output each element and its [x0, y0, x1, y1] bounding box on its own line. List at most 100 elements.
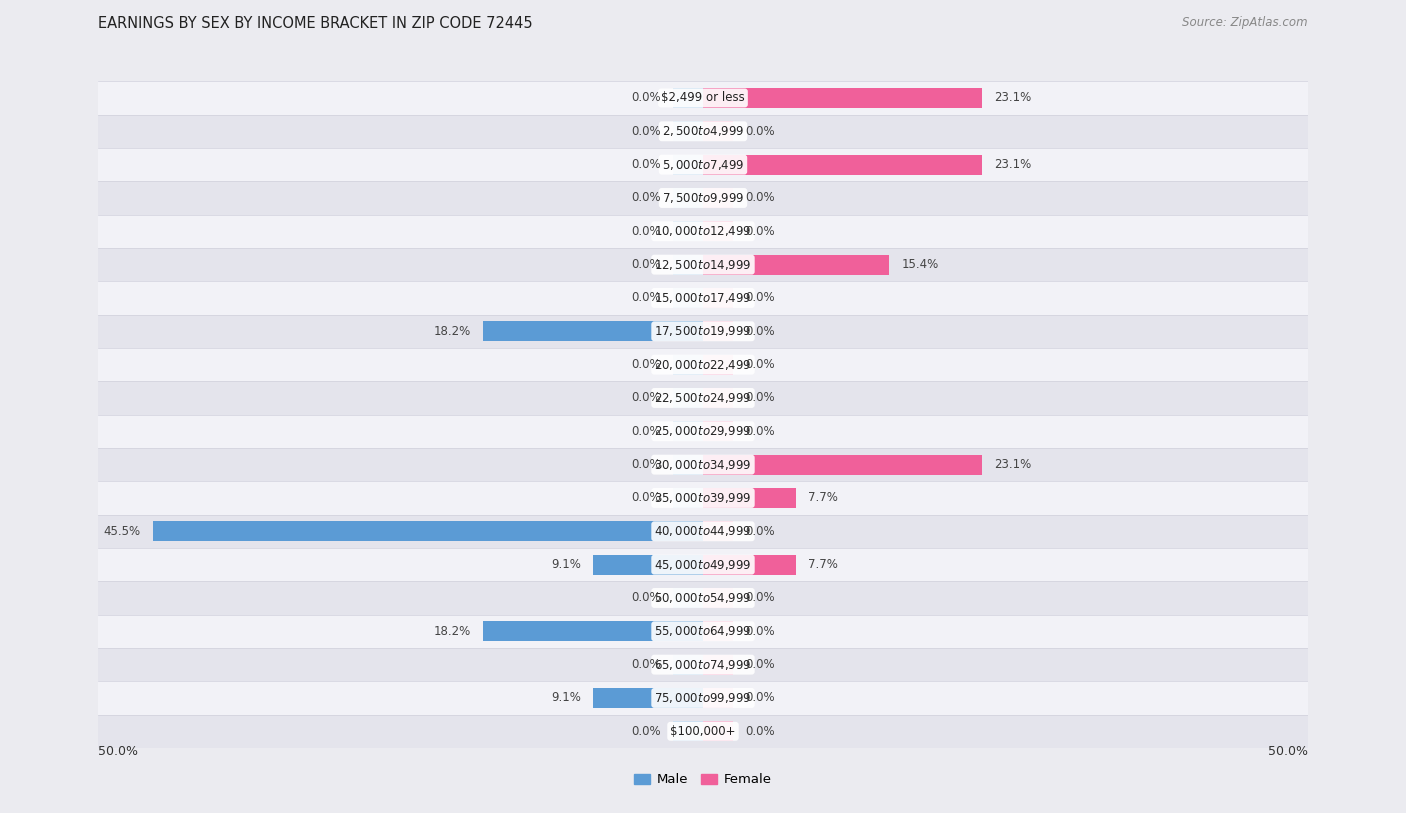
Bar	[672, 154, 703, 175]
Text: 7.7%: 7.7%	[808, 492, 838, 504]
Bar	[98, 148, 1308, 181]
Bar	[98, 348, 1308, 381]
Bar	[98, 281, 1308, 315]
Text: $30,000 to $34,999: $30,000 to $34,999	[654, 458, 752, 472]
Text: 0.0%: 0.0%	[631, 225, 661, 237]
Text: 0.0%: 0.0%	[631, 459, 661, 471]
Text: 0.0%: 0.0%	[745, 525, 775, 537]
Text: 9.1%: 9.1%	[551, 692, 581, 704]
Text: 45.5%: 45.5%	[104, 525, 141, 537]
Bar	[703, 254, 889, 275]
Bar	[703, 288, 734, 308]
Text: 0.0%: 0.0%	[745, 125, 775, 137]
Text: 0.0%: 0.0%	[631, 159, 661, 171]
Bar	[672, 288, 703, 308]
Text: 0.0%: 0.0%	[745, 725, 775, 737]
Text: 0.0%: 0.0%	[631, 392, 661, 404]
Bar	[98, 248, 1308, 281]
Bar	[482, 321, 703, 341]
Text: 0.0%: 0.0%	[745, 192, 775, 204]
Text: $65,000 to $74,999: $65,000 to $74,999	[654, 658, 752, 672]
Bar	[98, 581, 1308, 615]
Text: $45,000 to $49,999: $45,000 to $49,999	[654, 558, 752, 572]
Bar	[672, 354, 703, 375]
Text: 0.0%: 0.0%	[631, 125, 661, 137]
Bar	[672, 254, 703, 275]
Text: 15.4%: 15.4%	[901, 259, 939, 271]
Text: 0.0%: 0.0%	[745, 625, 775, 637]
Text: 0.0%: 0.0%	[745, 659, 775, 671]
Text: $2,500 to $4,999: $2,500 to $4,999	[662, 124, 744, 138]
Text: 23.1%: 23.1%	[994, 92, 1032, 104]
Bar	[153, 521, 703, 541]
Text: $12,500 to $14,999: $12,500 to $14,999	[654, 258, 752, 272]
Text: 0.0%: 0.0%	[745, 692, 775, 704]
Text: $20,000 to $22,499: $20,000 to $22,499	[654, 358, 752, 372]
Text: 0.0%: 0.0%	[745, 292, 775, 304]
Bar	[703, 88, 983, 108]
Legend: Male, Female: Male, Female	[628, 768, 778, 791]
Text: $75,000 to $99,999: $75,000 to $99,999	[654, 691, 752, 705]
Text: $17,500 to $19,999: $17,500 to $19,999	[654, 324, 752, 338]
Text: 23.1%: 23.1%	[994, 459, 1032, 471]
Bar	[703, 321, 734, 341]
Bar	[672, 454, 703, 475]
Bar	[98, 381, 1308, 415]
Bar	[593, 554, 703, 575]
Bar	[672, 421, 703, 441]
Bar	[703, 654, 734, 675]
Text: 0.0%: 0.0%	[631, 425, 661, 437]
Text: 0.0%: 0.0%	[631, 92, 661, 104]
Text: 0.0%: 0.0%	[745, 425, 775, 437]
Bar	[703, 588, 734, 608]
Bar	[672, 654, 703, 675]
Bar	[98, 81, 1308, 115]
Text: EARNINGS BY SEX BY INCOME BRACKET IN ZIP CODE 72445: EARNINGS BY SEX BY INCOME BRACKET IN ZIP…	[98, 16, 533, 31]
Text: 23.1%: 23.1%	[994, 159, 1032, 171]
Text: 0.0%: 0.0%	[631, 659, 661, 671]
Bar	[98, 181, 1308, 215]
Bar	[98, 648, 1308, 681]
Bar	[703, 421, 734, 441]
Bar	[703, 154, 983, 175]
Text: $25,000 to $29,999: $25,000 to $29,999	[654, 424, 752, 438]
Text: 18.2%: 18.2%	[433, 325, 471, 337]
Text: 0.0%: 0.0%	[745, 392, 775, 404]
Bar	[703, 688, 734, 708]
Text: 0.0%: 0.0%	[745, 359, 775, 371]
Text: 0.0%: 0.0%	[631, 592, 661, 604]
Bar	[98, 315, 1308, 348]
Text: 7.7%: 7.7%	[808, 559, 838, 571]
Bar	[98, 481, 1308, 515]
Bar	[98, 615, 1308, 648]
Text: 0.0%: 0.0%	[745, 592, 775, 604]
Bar	[703, 521, 734, 541]
Bar	[98, 548, 1308, 581]
Text: 0.0%: 0.0%	[631, 492, 661, 504]
Bar	[703, 488, 796, 508]
Text: 9.1%: 9.1%	[551, 559, 581, 571]
Text: 0.0%: 0.0%	[631, 725, 661, 737]
Bar	[703, 454, 983, 475]
Bar	[98, 681, 1308, 715]
Text: $35,000 to $39,999: $35,000 to $39,999	[654, 491, 752, 505]
Bar	[672, 488, 703, 508]
Text: $5,000 to $7,499: $5,000 to $7,499	[662, 158, 744, 172]
Text: $50,000 to $54,999: $50,000 to $54,999	[654, 591, 752, 605]
Bar	[672, 221, 703, 241]
Text: 18.2%: 18.2%	[433, 625, 471, 637]
Text: $2,499 or less: $2,499 or less	[661, 92, 745, 104]
Bar	[703, 621, 734, 641]
Bar	[593, 688, 703, 708]
Text: 0.0%: 0.0%	[745, 325, 775, 337]
Bar	[703, 188, 734, 208]
Bar	[482, 621, 703, 641]
Text: Source: ZipAtlas.com: Source: ZipAtlas.com	[1182, 16, 1308, 29]
Text: $7,500 to $9,999: $7,500 to $9,999	[662, 191, 744, 205]
Bar	[98, 448, 1308, 481]
Bar	[98, 215, 1308, 248]
Text: 0.0%: 0.0%	[631, 192, 661, 204]
Bar	[98, 515, 1308, 548]
Text: 0.0%: 0.0%	[631, 359, 661, 371]
Text: $55,000 to $64,999: $55,000 to $64,999	[654, 624, 752, 638]
